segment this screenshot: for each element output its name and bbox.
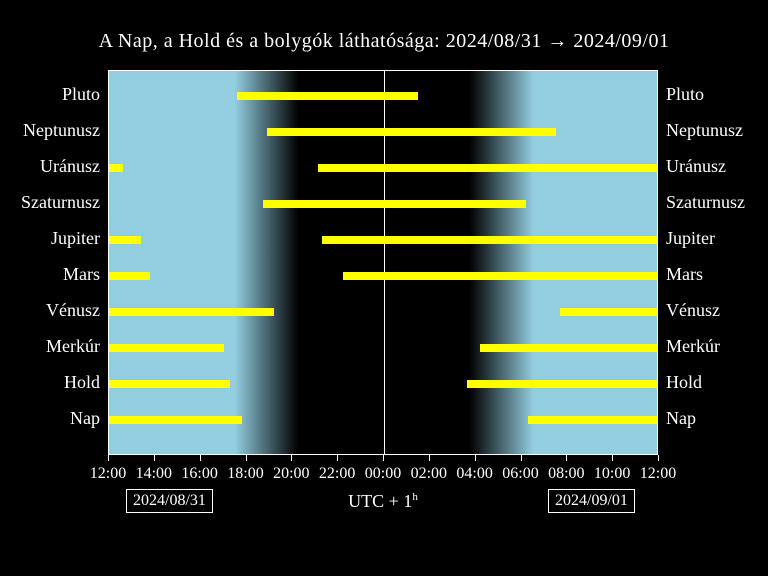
row-label-right: Merkúr [666,337,720,355]
row-label-right: Vénusz [666,301,720,319]
timezone-label: UTC + 1h [348,491,418,512]
row-label-left: Nap [70,409,100,427]
x-tick-mark [200,455,201,461]
x-tick-mark [337,455,338,461]
x-tick-mark [658,455,659,461]
row-label-left: Mars [63,265,100,283]
visibility-bar [109,416,242,424]
row-label-left: Szaturnusz [21,193,100,211]
row-label-left: Neptunusz [23,121,100,139]
x-tick-label: 18:00 [227,465,263,483]
x-tick-mark [521,455,522,461]
x-tick-label: 00:00 [365,465,401,483]
visibility-bar [318,164,658,172]
row-label-left: Pluto [62,85,100,103]
row-label-left: Jupiter [51,229,100,247]
row-label-right: Szaturnusz [666,193,745,211]
row-label-right: Nap [666,409,696,427]
x-tick-mark [383,455,384,461]
x-tick-mark [246,455,247,461]
visibility-bar [480,344,658,352]
row-label-right: Hold [666,373,702,391]
x-tick-label: 12:00 [90,465,126,483]
visibility-bar [343,272,658,280]
chart-title: A Nap, a Hold és a bolygók láthatósága: … [0,30,768,53]
visibility-bar [109,308,274,316]
row-label-left: Uránusz [40,157,100,175]
date-right: 2024/09/01 [548,489,635,513]
visibility-bar [263,200,527,208]
visibility-bar [467,380,659,388]
plot-area [108,70,658,455]
x-tick-label: 10:00 [594,465,630,483]
row-label-left: Merkúr [46,337,100,355]
visibility-bar [109,380,230,388]
date-left: 2024/08/31 [126,489,213,513]
x-tick-mark [566,455,567,461]
x-tick-mark [291,455,292,461]
row-label-right: Uránusz [666,157,726,175]
x-tick-label: 12:00 [640,465,676,483]
x-tick-mark [429,455,430,461]
visibility-bar [528,416,658,424]
row-label-right: Mars [666,265,703,283]
x-tick-label: 20:00 [273,465,309,483]
visibility-bar [560,308,658,316]
x-tick-label: 14:00 [136,465,172,483]
x-tick-label: 02:00 [411,465,447,483]
row-label-right: Pluto [666,85,704,103]
x-tick-label: 22:00 [319,465,355,483]
x-tick-label: 16:00 [181,465,217,483]
row-label-left: Vénusz [46,301,100,319]
visibility-bar [109,272,150,280]
visibility-bar [322,236,658,244]
row-label-right: Jupiter [666,229,715,247]
x-tick-label: 06:00 [502,465,538,483]
visibility-bar [109,164,123,172]
x-tick-mark [475,455,476,461]
x-tick-label: 08:00 [548,465,584,483]
row-label-left: Hold [64,373,100,391]
x-tick-mark [154,455,155,461]
x-tick-mark [612,455,613,461]
x-tick-label: 04:00 [456,465,492,483]
visibility-bar [109,236,141,244]
row-label-right: Neptunusz [666,121,743,139]
visibility-bar [267,128,556,136]
visibility-bar [237,92,418,100]
visibility-bar [109,344,224,352]
x-tick-mark [108,455,109,461]
